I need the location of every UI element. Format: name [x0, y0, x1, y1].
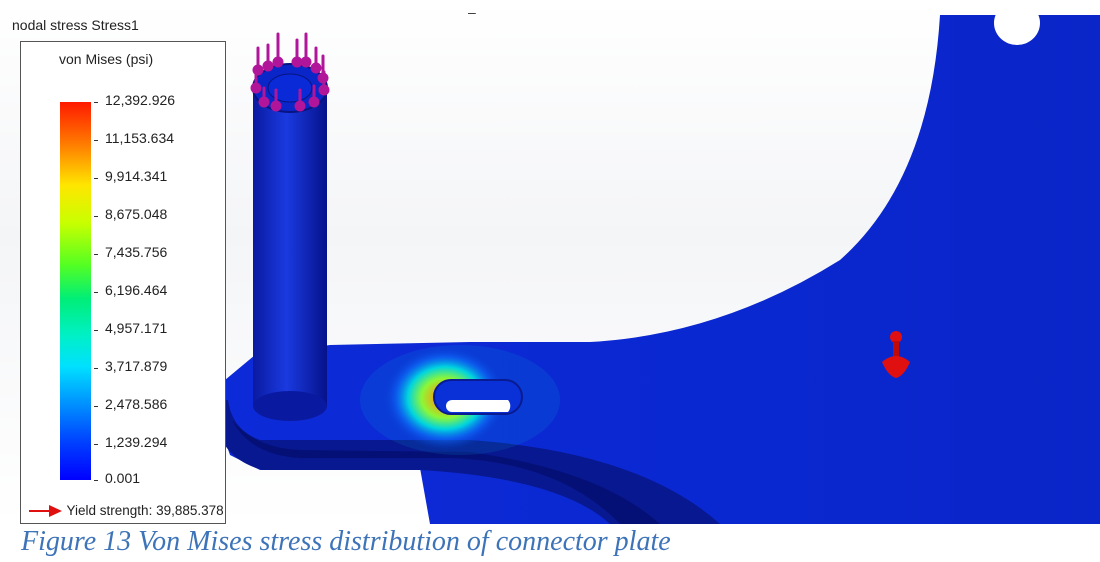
legend-tick-label: 1,239.294 — [105, 434, 168, 450]
graphics-viewport[interactable]: – nodal stress Stress1 von Mises (psi) 1… — [0, 0, 1100, 524]
legend-tick — [94, 292, 98, 293]
load-arrows — [250, 32, 330, 112]
legend-tick — [94, 216, 98, 217]
legend-tick — [94, 330, 98, 331]
legend-tick-label: 2,478.586 — [105, 396, 168, 412]
legend-tick-label: 9,914.341 — [105, 168, 168, 184]
legend-tick — [94, 368, 98, 369]
figure-caption: Figure 13 Von Mises stress distribution … — [21, 526, 671, 557]
post-base — [253, 391, 327, 421]
yield-strength-label: Yield strength: 39,885.378 — [66, 503, 224, 518]
legend-tick-label: 7,435.756 — [105, 244, 168, 260]
top-fragment: – — [468, 4, 476, 20]
legend-tick — [94, 178, 98, 179]
plate-underside — [232, 420, 660, 524]
mounting-hole — [994, 1, 1040, 45]
plot-header: nodal stress Stress1 — [12, 17, 139, 33]
slot-opening — [446, 400, 511, 412]
legend-tick-label: 6,196.464 — [105, 282, 168, 298]
legend-tick — [94, 102, 98, 103]
legend-tick — [94, 254, 98, 255]
legend-tick-label: 3,717.879 — [105, 358, 168, 374]
legend-tick — [94, 140, 98, 141]
legend-tick — [94, 406, 98, 407]
legend-tick — [94, 444, 98, 445]
legend-tick — [94, 480, 98, 481]
fixture-marker — [882, 331, 910, 378]
legend-tick-label: 11,153.634 — [105, 130, 175, 146]
stress-legend[interactable]: von Mises (psi) 12,392.926 11,153.634 9,… — [20, 41, 226, 524]
legend-tick-label: 8,675.048 — [105, 206, 168, 222]
legend-tick-label: 4,957.171 — [105, 320, 168, 336]
post-cylinder — [253, 88, 327, 406]
yield-strength-row: Yield strength: 39,885.378 — [29, 503, 224, 518]
legend-tick-label: 12,392.926 — [105, 92, 176, 108]
legend-tick-label: 0.001 — [105, 470, 141, 486]
yield-arrow-icon — [29, 505, 62, 518]
fea-model-scene[interactable]: – — [0, 0, 1100, 524]
legend-color-bar — [60, 102, 91, 480]
legend-title: von Mises (psi) — [59, 51, 154, 67]
